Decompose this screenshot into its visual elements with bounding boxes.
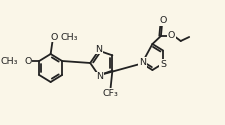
Text: O: O <box>168 32 175 40</box>
Text: CH₃: CH₃ <box>1 56 18 66</box>
Text: CH₃: CH₃ <box>60 32 78 42</box>
Text: O: O <box>51 32 58 42</box>
Text: S: S <box>160 60 166 69</box>
Text: N: N <box>139 58 146 67</box>
Text: O: O <box>159 16 166 25</box>
Text: N: N <box>95 45 102 54</box>
Text: N: N <box>96 72 103 81</box>
Text: CF₃: CF₃ <box>103 89 118 98</box>
Text: O: O <box>24 56 32 66</box>
